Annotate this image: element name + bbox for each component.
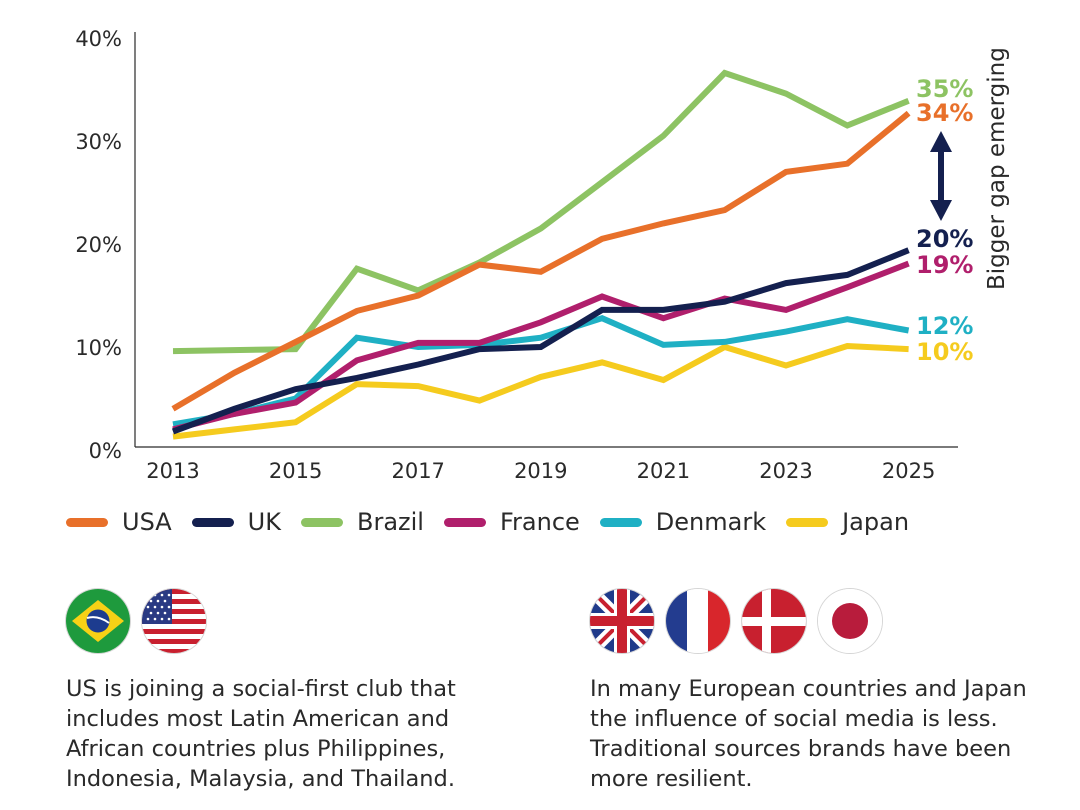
legend-label: UK <box>247 508 281 536</box>
x-tick-label: 2015 <box>269 459 322 483</box>
x-tick-label: 2021 <box>637 459 690 483</box>
series-line-uk <box>171 247 910 435</box>
y-tick-label: 40% <box>75 27 122 51</box>
legend-swatch <box>191 517 234 527</box>
uk-flag-icon <box>590 589 654 653</box>
y-tick-label: 10% <box>75 336 122 360</box>
y-tick-label: 30% <box>75 130 122 154</box>
flags-traditional <box>590 589 894 653</box>
x-tick-label: 2017 <box>391 459 444 483</box>
denmark-flag-icon <box>742 589 806 653</box>
legend-item-denmark: Denmark <box>599 508 767 536</box>
brazil-flag-icon <box>66 589 130 653</box>
legend-item-usa: USA <box>66 508 172 536</box>
series-line-usa <box>171 110 911 412</box>
x-tick-label: 2023 <box>759 459 812 483</box>
legend-label: USA <box>122 508 172 536</box>
x-tick-label: 2025 <box>882 459 935 483</box>
line-chart: 0% 10% 20% 30% 40% 2013 2015 2017 2019 2021 2023 2… <box>75 27 1010 483</box>
y-tick-label: 20% <box>75 233 122 257</box>
series-line-france <box>172 260 910 433</box>
legend-label: Denmark <box>655 508 767 536</box>
legend-swatch <box>599 517 642 527</box>
series-line-brazil <box>172 69 910 355</box>
usa-flag-icon <box>142 589 206 653</box>
legend-item-france: France <box>443 508 580 536</box>
end-label-denmark: 12% <box>916 312 973 340</box>
legend-swatch <box>786 517 829 527</box>
end-label-uk: 20% <box>916 225 973 253</box>
legend-item-uk: UK <box>191 508 281 536</box>
end-label-france: 19% <box>916 251 973 279</box>
legend-item-japan: Japan <box>786 508 909 536</box>
end-label-japan: 10% <box>916 338 973 366</box>
x-tick-label: 2019 <box>514 459 567 483</box>
legend-label: Japan <box>842 508 910 536</box>
legend-swatch <box>66 517 108 527</box>
end-label-brazil: 35% <box>916 75 973 103</box>
caption-social-first: US is joining a social-first club that i… <box>66 676 456 792</box>
caption-traditional: In many European countries and Japan the… <box>590 676 1027 792</box>
flags-social-first <box>66 589 218 653</box>
chart-legend: USA UK Brazil France Denmark Japan <box>66 508 929 536</box>
end-label-usa: 34% <box>916 99 973 127</box>
gap-annotation: Bigger gap emerging <box>984 47 1010 290</box>
legend-swatch <box>300 517 343 527</box>
japan-flag-icon <box>818 589 882 653</box>
y-tick-label: 0% <box>89 439 122 463</box>
gap-arrow <box>930 131 952 221</box>
legend-swatch <box>443 517 486 527</box>
legend-item-brazil: Brazil <box>300 508 424 536</box>
x-tick-label: 2013 <box>146 459 199 483</box>
france-flag-icon <box>666 589 730 653</box>
series-line-denmark <box>172 314 910 428</box>
legend-label: France <box>499 508 580 536</box>
series-line-japan <box>172 342 909 440</box>
legend-label: Brazil <box>356 508 424 536</box>
